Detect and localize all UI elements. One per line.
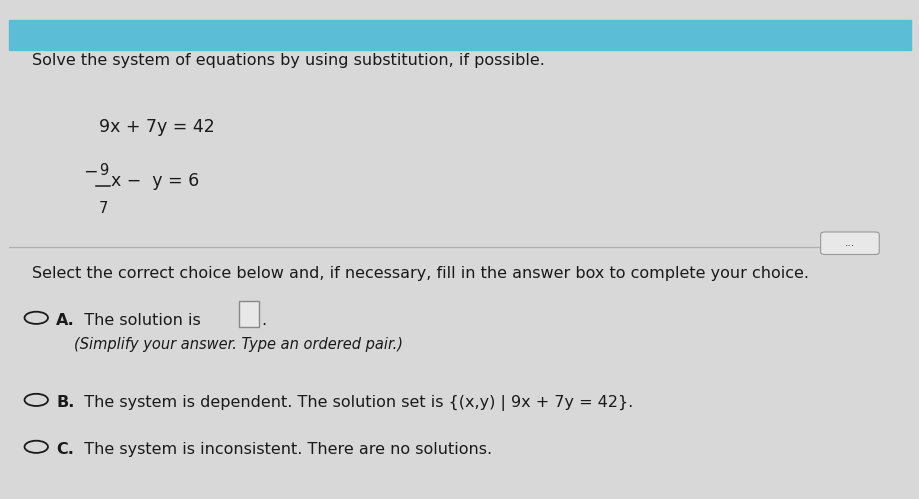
Text: .: . xyxy=(261,313,267,328)
Text: The system is dependent. The solution set is {(x,y) | 9x + 7y = 42}.: The system is dependent. The solution se… xyxy=(74,395,632,411)
Text: The system is inconsistent. There are no solutions.: The system is inconsistent. There are no… xyxy=(74,442,492,457)
Text: (Simplify your answer. Type an ordered pair.): (Simplify your answer. Type an ordered p… xyxy=(74,337,403,352)
FancyBboxPatch shape xyxy=(820,232,879,254)
Text: 9: 9 xyxy=(99,163,108,178)
Text: 7: 7 xyxy=(98,201,108,216)
Text: Select the correct choice below and, if necessary, fill in the answer box to com: Select the correct choice below and, if … xyxy=(31,266,808,281)
Text: The solution is: The solution is xyxy=(74,313,206,328)
Text: B.: B. xyxy=(56,395,74,410)
FancyBboxPatch shape xyxy=(239,301,258,327)
Text: C.: C. xyxy=(56,442,74,457)
Bar xyxy=(9,20,910,50)
Text: 9x + 7y = 42: 9x + 7y = 42 xyxy=(99,118,215,136)
Text: Solve the system of equations by using substitution, if possible.: Solve the system of equations by using s… xyxy=(31,53,544,68)
Text: x −  y = 6: x − y = 6 xyxy=(111,173,199,191)
Text: ...: ... xyxy=(844,238,854,248)
Text: −: − xyxy=(83,163,97,181)
Text: A.: A. xyxy=(56,313,74,328)
